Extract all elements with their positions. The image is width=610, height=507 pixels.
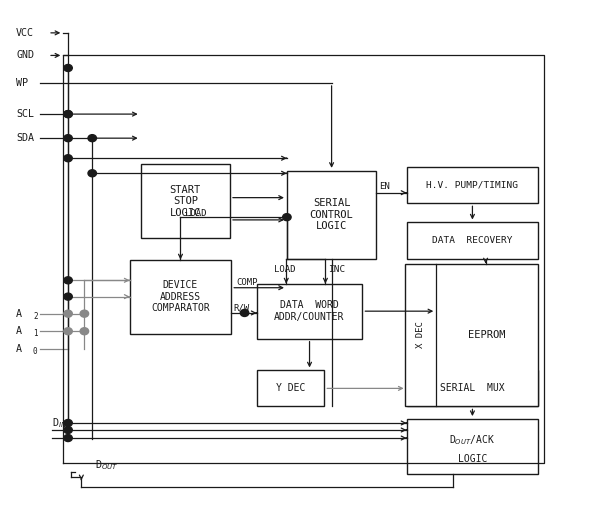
- Circle shape: [240, 309, 249, 316]
- Bar: [406, 223, 538, 259]
- Circle shape: [64, 310, 73, 317]
- Circle shape: [64, 135, 73, 141]
- Text: 2: 2: [33, 312, 38, 321]
- Text: D$_{OUT}$: D$_{OUT}$: [95, 458, 118, 472]
- Bar: [404, 264, 538, 407]
- Text: 0: 0: [33, 347, 38, 356]
- Circle shape: [88, 170, 96, 177]
- Text: DEVICE
ADDRESS
COMPARATOR: DEVICE ADDRESS COMPARATOR: [151, 280, 210, 313]
- Circle shape: [282, 213, 291, 221]
- Text: DATA  RECOVERY: DATA RECOVERY: [432, 236, 512, 245]
- Text: DATA  WORD
ADDR/COUNTER: DATA WORD ADDR/COUNTER: [274, 300, 345, 322]
- Circle shape: [64, 426, 73, 433]
- Text: D$_{OUT}$/ACK: D$_{OUT}$/ACK: [450, 433, 495, 447]
- Circle shape: [88, 135, 96, 141]
- Text: GND: GND: [16, 50, 34, 60]
- Bar: [130, 260, 231, 334]
- Circle shape: [64, 111, 73, 118]
- Text: 1: 1: [33, 329, 38, 338]
- Circle shape: [64, 111, 73, 118]
- Circle shape: [64, 277, 73, 284]
- Text: A: A: [16, 326, 22, 336]
- Text: A: A: [16, 309, 22, 319]
- Text: Y DEC: Y DEC: [276, 383, 305, 393]
- Text: SERIAL  MUX: SERIAL MUX: [440, 383, 504, 393]
- Bar: [406, 370, 538, 407]
- Circle shape: [64, 419, 73, 426]
- Text: SDA: SDA: [16, 133, 34, 143]
- Text: SCL: SCL: [16, 109, 34, 119]
- Bar: [257, 283, 362, 339]
- Circle shape: [64, 328, 73, 335]
- Circle shape: [64, 64, 73, 71]
- Text: R/W: R/W: [234, 303, 250, 312]
- Circle shape: [80, 328, 88, 335]
- Circle shape: [64, 434, 73, 442]
- Text: A: A: [16, 344, 22, 354]
- Text: D$_{IN}$: D$_{IN}$: [52, 416, 68, 430]
- Text: LOAD: LOAD: [185, 209, 207, 218]
- Bar: [406, 167, 538, 203]
- Text: INC: INC: [328, 265, 346, 274]
- Bar: [287, 171, 376, 259]
- Text: SERIAL
CONTROL
LOGIC: SERIAL CONTROL LOGIC: [310, 198, 353, 231]
- Text: LOGIC: LOGIC: [458, 454, 487, 464]
- Bar: [140, 164, 230, 238]
- Text: H.V. PUMP/TIMING: H.V. PUMP/TIMING: [426, 181, 518, 190]
- Text: LOAD: LOAD: [274, 265, 296, 274]
- Bar: [406, 419, 538, 474]
- Text: VCC: VCC: [16, 28, 34, 38]
- Text: COMP: COMP: [236, 278, 257, 287]
- Circle shape: [64, 293, 73, 300]
- Text: WP: WP: [16, 78, 28, 88]
- Text: EEPROM: EEPROM: [468, 330, 506, 340]
- Circle shape: [80, 310, 88, 317]
- Text: X DEC: X DEC: [416, 321, 425, 348]
- Circle shape: [64, 155, 73, 162]
- Text: START
STOP
LOGIC: START STOP LOGIC: [170, 185, 201, 218]
- Text: EN: EN: [379, 182, 390, 191]
- Bar: [257, 370, 325, 407]
